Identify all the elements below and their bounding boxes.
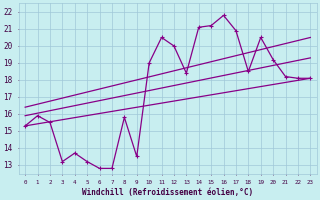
- X-axis label: Windchill (Refroidissement éolien,°C): Windchill (Refroidissement éolien,°C): [82, 188, 253, 197]
